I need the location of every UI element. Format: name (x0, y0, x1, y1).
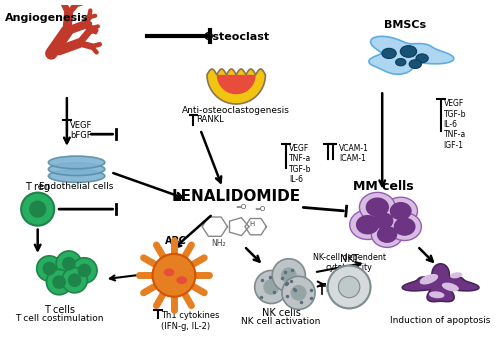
Ellipse shape (48, 170, 105, 182)
Ellipse shape (377, 226, 398, 243)
Text: VCAM-1
ICAM-1: VCAM-1 ICAM-1 (340, 144, 370, 163)
Text: Osteoclast: Osteoclast (203, 32, 270, 42)
Text: VEGF
TGF-b
IL-6
TNF-a
IGF-1: VEGF TGF-b IL-6 TNF-a IGF-1 (444, 99, 466, 150)
Circle shape (152, 254, 196, 297)
Text: Endothelial cells: Endothelial cells (40, 182, 114, 191)
Polygon shape (369, 36, 454, 74)
Circle shape (68, 273, 82, 287)
Ellipse shape (372, 222, 403, 247)
Text: NK-cell dependent
cytotoxicity: NK-cell dependent cytotoxicity (312, 253, 386, 272)
Text: APC: APC (165, 236, 187, 246)
Ellipse shape (442, 283, 459, 291)
Text: Induction of apoptosis: Induction of apoptosis (390, 316, 491, 325)
Text: =O: =O (236, 204, 246, 210)
Text: NKT: NKT (340, 253, 358, 264)
Ellipse shape (373, 212, 394, 229)
Text: =O: =O (254, 206, 265, 212)
Ellipse shape (48, 156, 105, 169)
Circle shape (78, 264, 91, 277)
Circle shape (282, 276, 315, 309)
Ellipse shape (400, 46, 416, 57)
Ellipse shape (394, 218, 415, 236)
Text: VEGF
TNF-a
TGF-b
IL-6: VEGF TNF-a TGF-b IL-6 (289, 144, 312, 184)
Circle shape (46, 269, 72, 295)
Ellipse shape (420, 274, 438, 284)
Ellipse shape (368, 208, 399, 234)
Ellipse shape (356, 215, 380, 234)
Ellipse shape (390, 202, 411, 220)
Text: Angiogenesis: Angiogenesis (4, 12, 88, 22)
Circle shape (281, 267, 296, 283)
Ellipse shape (382, 48, 396, 59)
Ellipse shape (366, 197, 389, 217)
Circle shape (56, 251, 82, 276)
Ellipse shape (396, 59, 406, 66)
Circle shape (254, 271, 288, 304)
Ellipse shape (384, 197, 418, 225)
Text: T cell costimulation: T cell costimulation (15, 314, 104, 323)
Text: H: H (249, 221, 254, 227)
Polygon shape (217, 75, 256, 94)
Text: Anti-osteoclastogenesis: Anti-osteoclastogenesis (182, 106, 290, 115)
Ellipse shape (388, 213, 422, 241)
Circle shape (36, 256, 62, 281)
Text: BMSCs: BMSCs (384, 20, 426, 30)
Ellipse shape (416, 54, 428, 62)
Text: T cells: T cells (44, 305, 74, 315)
Ellipse shape (176, 276, 187, 284)
Text: MM cells: MM cells (353, 180, 414, 192)
Circle shape (52, 275, 66, 289)
Text: NK cells: NK cells (262, 308, 300, 318)
Ellipse shape (360, 192, 396, 222)
Text: IFN-g: IFN-g (325, 285, 345, 294)
Circle shape (62, 257, 76, 271)
Circle shape (290, 285, 306, 301)
Text: Th1 cytokines
(IFN-g, IL-2): Th1 cytokines (IFN-g, IL-2) (162, 311, 220, 331)
Polygon shape (207, 69, 266, 104)
Ellipse shape (350, 210, 386, 240)
Circle shape (272, 259, 306, 292)
Circle shape (62, 268, 88, 293)
Text: LENALIDOMIDE: LENALIDOMIDE (172, 189, 301, 204)
Circle shape (72, 258, 97, 283)
Ellipse shape (450, 272, 462, 278)
Circle shape (338, 276, 360, 298)
Circle shape (328, 266, 370, 308)
Text: NH₂: NH₂ (212, 239, 226, 248)
Circle shape (21, 192, 54, 226)
Text: RANKL: RANKL (196, 115, 224, 124)
Text: NK cell activation: NK cell activation (242, 317, 320, 326)
Ellipse shape (409, 60, 422, 69)
Ellipse shape (429, 291, 444, 298)
Text: T reg: T reg (25, 182, 50, 192)
Polygon shape (402, 264, 479, 302)
Circle shape (29, 201, 46, 218)
Circle shape (264, 279, 279, 295)
Ellipse shape (48, 163, 105, 176)
Circle shape (42, 262, 56, 275)
Text: VEGF
bFGF: VEGF bFGF (70, 121, 92, 140)
Ellipse shape (164, 268, 174, 276)
